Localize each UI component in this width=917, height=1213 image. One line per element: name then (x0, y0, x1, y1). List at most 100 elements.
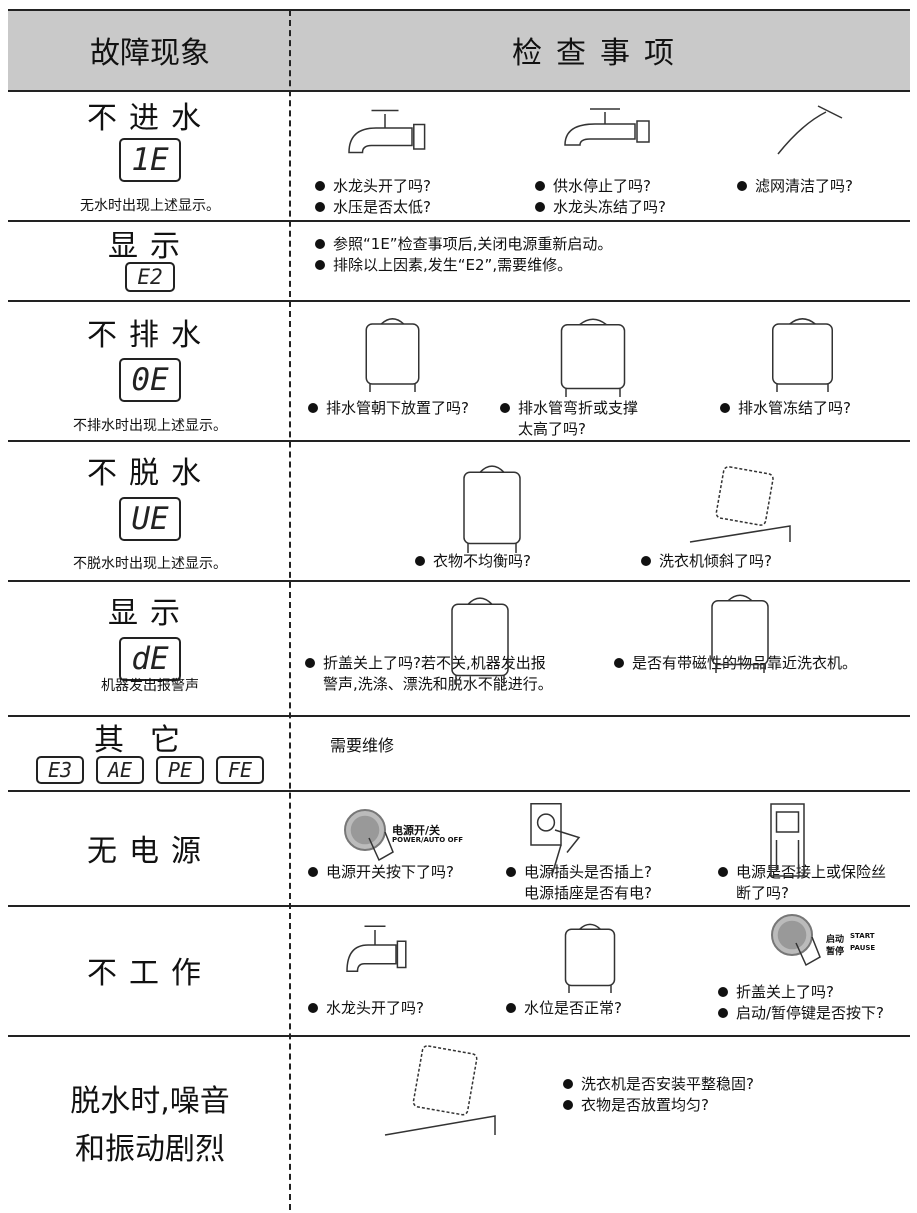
illustration-tilt (384, 1045, 496, 1136)
bullet (535, 202, 545, 212)
check-line: 滤网清洁了吗? (755, 177, 853, 195)
check-line: 洗衣机是否安装平整稳固? (581, 1075, 754, 1093)
check-item: 是否有带磁性的物品靠近洗衣机。 (614, 653, 857, 674)
illustration-washer (772, 318, 833, 392)
column-divider (289, 10, 291, 1210)
rule (8, 905, 910, 907)
panel-label: POWER/AUTO OFF (392, 836, 464, 844)
check-item: 洗衣机倾斜了吗? (641, 551, 772, 572)
check-line: 洗衣机倾斜了吗? (659, 552, 772, 570)
check-line: 折盖关上了吗?若不关,机器发出报 (323, 654, 546, 672)
illustration-part (711, 600, 769, 666)
bullet (737, 181, 747, 191)
symptom-title: 显示 (108, 229, 192, 264)
panel-label: 启动 (826, 935, 845, 945)
symptom-note: 机器发出报警声 (101, 678, 199, 694)
illustration-part (578, 923, 602, 930)
bullet (718, 987, 728, 997)
illustration-washer (564, 923, 616, 993)
error-code: FE (216, 756, 264, 784)
check-line: 断了吗? (736, 884, 789, 902)
check-item: 排水管朝下放置了吗? (308, 398, 469, 419)
illustration-part (564, 123, 636, 146)
illustration-part (346, 944, 397, 972)
bullet (506, 867, 516, 877)
symptom-title: 和振动剧烈 (75, 1132, 225, 1167)
header-band (8, 10, 910, 90)
symptom-title: 不工作 (87, 956, 213, 991)
illustration-part (775, 811, 800, 833)
illustration-part (368, 831, 394, 862)
check-line: 供水停止了吗? (553, 177, 651, 195)
check-line: 排水管冻结了吗? (738, 399, 851, 417)
illustration-part (463, 471, 521, 545)
symptom-title: 不进水 (87, 101, 213, 136)
rule (8, 300, 910, 302)
illustration-part (348, 127, 413, 154)
illustration-part (564, 928, 616, 987)
illustration-part (777, 920, 807, 950)
check-text: 需要维修 (330, 736, 395, 755)
check-item: 折盖关上了吗?若不关,机器发出报 警声,洗涤、漂洗和脱水不能进行。 (305, 653, 553, 695)
check-item: 排水管弯折或支撑 太高了吗? (500, 398, 638, 440)
symptom-title: 无电源 (87, 834, 213, 869)
illustration-part (536, 813, 556, 832)
check-item: 水压是否太低? (315, 197, 431, 218)
check-line: 参照“1E”检查事项后,关闭电源重新启动。 (333, 235, 613, 253)
check-item: 水龙头开了吗? (308, 998, 424, 1019)
illustration-washer (711, 594, 769, 673)
illustration-button (344, 809, 394, 862)
check-item: 水位是否正常? (506, 998, 622, 1019)
symptom-note: 不排水时出现上述显示。 (73, 418, 227, 434)
bullet (500, 403, 510, 413)
check-line: 电源插座是否有电? (524, 884, 652, 902)
rule (8, 790, 910, 792)
error-code: 0E (119, 358, 181, 402)
illustration-part (451, 603, 509, 677)
error-code: AE (96, 756, 144, 784)
check-line: 水龙头开了吗? (326, 999, 424, 1017)
illustration-part (636, 120, 650, 143)
check-line: 电源插头是否插上? (524, 863, 652, 881)
bullet (614, 658, 624, 668)
illustration-washer (463, 465, 521, 553)
illustration-part (396, 940, 407, 969)
check-item: 洗衣机是否安装平整稳固? (563, 1074, 754, 1095)
check-item: 电源开关按下了吗? (308, 862, 454, 883)
symptom-note: 无水时出现上述显示。 (80, 198, 220, 214)
check-line: 水位是否正常? (524, 999, 622, 1017)
check-item: 滤网清洁了吗? (737, 176, 853, 197)
check-line: 电源开关按下了吗? (326, 863, 454, 881)
illustration-part (770, 803, 805, 877)
rule (8, 90, 910, 92)
illustration-box (770, 803, 805, 877)
symptom-title: 脱水时,噪音 (70, 1084, 230, 1119)
rule (8, 1035, 910, 1037)
symptom-title: 不脱水 (87, 456, 213, 491)
illustration-part (530, 803, 562, 846)
illustration-part (413, 123, 426, 150)
bullet (563, 1079, 573, 1089)
bullet (315, 239, 325, 249)
illustration-button (771, 914, 821, 967)
check-line: 衣物不均衡吗? (433, 552, 531, 570)
panel-label: PAUSE (850, 944, 876, 952)
illustration-faucet (564, 108, 650, 146)
check-line: 衣物是否放置均匀? (581, 1096, 709, 1114)
illustration-faucet (346, 925, 407, 972)
illustration-washer (451, 597, 509, 685)
bullet (641, 556, 651, 566)
illustration-part (795, 936, 821, 967)
check-item: 水龙头冻结了吗? (535, 197, 666, 218)
illustration-washer (365, 318, 420, 392)
illustration-plug (530, 803, 581, 876)
illustration-part (479, 465, 505, 473)
panel-label: 电源开/关 (392, 824, 441, 837)
check-item: 供水停止了吗? (535, 176, 651, 197)
check-line: 警声,洗涤、漂洗和脱水不能进行。 (323, 675, 553, 693)
bullet (308, 1003, 318, 1013)
check-line: 折盖关上了吗? (736, 983, 834, 1001)
check-line: 启动/暂停键是否按下? (736, 1004, 885, 1022)
illustration-part (777, 105, 843, 155)
check-line: 排除以上因素,发生“E2”,需要维修。 (333, 256, 573, 274)
